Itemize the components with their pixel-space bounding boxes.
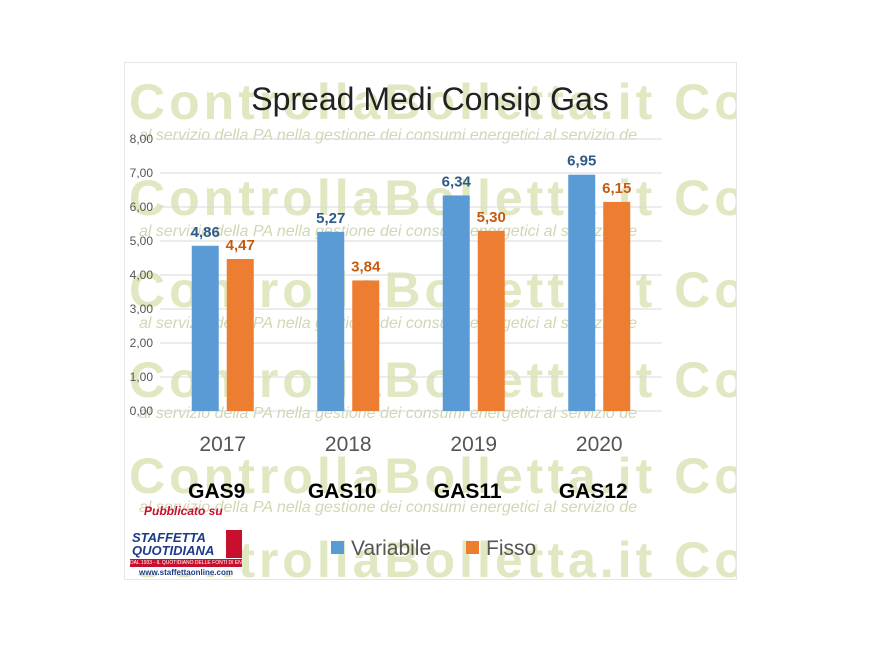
bar-fisso-2018	[352, 280, 380, 411]
x-tick-label: 2017	[199, 433, 246, 456]
category-sublabels: GAS9 GAS10 GAS11 GAS12	[188, 480, 628, 503]
bar-variabile-2017	[191, 245, 219, 411]
y-tick-label: 8,00	[130, 132, 154, 146]
x-tick-label: 2020	[576, 433, 623, 456]
publisher-label: Pubblicato su	[144, 504, 223, 518]
publisher-emblem-icon	[226, 530, 242, 558]
bars	[191, 174, 631, 411]
data-label: 6,15	[602, 180, 631, 197]
data-label: 5,30	[477, 209, 506, 226]
bar-fisso-2020	[603, 201, 631, 411]
y-tick-label: 7,00	[130, 166, 154, 180]
data-label: 6,34	[442, 173, 472, 190]
bar-fisso-2017	[226, 259, 254, 411]
x-tick-label: 2019	[450, 433, 497, 456]
publisher-url: www.staffettaonline.com	[139, 568, 233, 577]
bar-fisso-2019	[477, 230, 505, 411]
category-sublabel: GAS11	[434, 480, 502, 503]
y-tick-label: 5,00	[130, 234, 154, 248]
x-tick-label: 2018	[325, 433, 372, 456]
y-tick-label: 3,00	[130, 302, 154, 316]
publisher-badge: Pubblicato su STAFFETTA QUOTIDIANA DAL 1…	[124, 504, 246, 578]
category-sublabel: GAS10	[308, 480, 377, 503]
legend-swatch	[331, 541, 344, 554]
publisher-name-line2: QUOTIDIANA	[132, 543, 215, 558]
bar-variabile-2020	[568, 174, 596, 411]
y-axis-ticks: 0,00 1,00 2,00 3,00 4,00 5,00 6,00 7,00 8,00	[130, 132, 154, 418]
data-label: 4,86	[191, 224, 220, 241]
data-label: 5,27	[316, 210, 345, 227]
legend-label: Fisso	[486, 537, 536, 560]
publisher-logo: STAFFETTA QUOTIDIANA DAL 1933 - IL QUOTI…	[130, 528, 242, 577]
y-tick-label: 2,00	[130, 336, 154, 350]
data-label: 6,95	[567, 153, 596, 170]
y-tick-label: 4,00	[130, 268, 154, 282]
legend-label: Variabile	[351, 537, 431, 560]
category-sublabel: GAS12	[559, 480, 628, 503]
y-tick-label: 0,00	[130, 404, 154, 418]
chart-title: Spread Medi Consip Gas	[251, 81, 609, 117]
legend-swatch	[466, 541, 479, 554]
y-tick-label: 1,00	[130, 370, 154, 384]
data-labels: 4,86 4,47 5,27 3,84 6,34 5,30 6,95 6,15	[191, 153, 632, 276]
bar-variabile-2019	[442, 195, 470, 411]
data-label: 4,47	[226, 237, 255, 254]
bar-variabile-2018	[317, 231, 345, 411]
category-sublabel: GAS9	[188, 480, 245, 503]
publisher-name-line1: STAFFETTA	[132, 530, 206, 545]
y-tick-label: 6,00	[130, 200, 154, 214]
publisher-tagline: DAL 1933 - IL QUOTIDIANO DELLE FONTI DI …	[130, 559, 242, 567]
legend: Variabile Fisso	[331, 537, 536, 560]
data-label: 3,84	[351, 258, 381, 275]
x-axis-ticks: 2017 2018 2019 2020	[199, 433, 622, 456]
